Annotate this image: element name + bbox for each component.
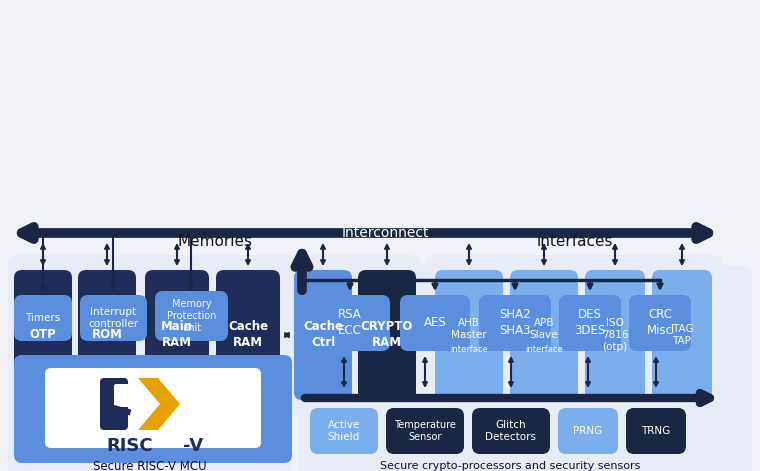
Text: Interconnect: Interconnect (341, 226, 429, 240)
Text: -V: -V (183, 437, 203, 455)
Text: Cache
RAM: Cache RAM (228, 320, 268, 349)
Text: AES: AES (423, 317, 446, 330)
FancyBboxPatch shape (114, 384, 132, 400)
FancyBboxPatch shape (8, 255, 422, 415)
FancyBboxPatch shape (80, 295, 147, 341)
Text: Interrupt
controller: Interrupt controller (88, 307, 138, 329)
Text: CRYPTO
RAM: CRYPTO RAM (361, 320, 413, 349)
Text: Memories: Memories (178, 235, 252, 250)
Text: RSA
ECC: RSA ECC (338, 309, 362, 338)
FancyBboxPatch shape (294, 270, 352, 400)
Text: CRC
Misc: CRC Misc (647, 309, 673, 338)
Text: JTAG
TAP: JTAG TAP (670, 324, 694, 346)
FancyBboxPatch shape (559, 295, 621, 351)
FancyBboxPatch shape (425, 255, 722, 415)
FancyBboxPatch shape (14, 270, 72, 400)
FancyBboxPatch shape (310, 295, 390, 351)
FancyBboxPatch shape (8, 265, 292, 471)
Text: interfaces: interfaces (537, 235, 613, 250)
FancyBboxPatch shape (310, 408, 378, 454)
Text: ROM: ROM (91, 328, 122, 341)
Text: Temperature
Sensor: Temperature Sensor (394, 420, 456, 442)
FancyBboxPatch shape (14, 295, 72, 341)
Text: SHA2
SHA3: SHA2 SHA3 (499, 309, 530, 338)
Text: PRNG: PRNG (573, 426, 603, 436)
FancyBboxPatch shape (14, 355, 292, 463)
Text: Glitch
Detectors: Glitch Detectors (486, 420, 537, 442)
FancyBboxPatch shape (45, 368, 261, 448)
Text: Secure RISC-V MCU: Secure RISC-V MCU (93, 460, 207, 471)
Text: Main
RAM: Main RAM (161, 320, 193, 349)
FancyBboxPatch shape (435, 270, 503, 400)
FancyBboxPatch shape (155, 291, 228, 341)
FancyBboxPatch shape (145, 270, 209, 400)
FancyBboxPatch shape (298, 265, 752, 471)
Text: Memory
Protection
unit: Memory Protection unit (166, 299, 217, 333)
Text: DES
3DES: DES 3DES (575, 309, 606, 338)
Polygon shape (138, 378, 180, 430)
Text: interface: interface (525, 344, 563, 354)
Text: Cache
Ctrl: Cache Ctrl (303, 320, 343, 349)
Bar (112, 405, 131, 415)
FancyBboxPatch shape (510, 270, 578, 400)
Text: Secure crypto-processors and security sensors: Secure crypto-processors and security se… (380, 461, 640, 471)
FancyBboxPatch shape (386, 408, 464, 454)
Text: Timers: Timers (25, 313, 61, 323)
FancyBboxPatch shape (629, 295, 691, 351)
FancyBboxPatch shape (652, 270, 712, 400)
FancyBboxPatch shape (585, 270, 645, 400)
FancyBboxPatch shape (216, 270, 280, 400)
Text: APB
Slave: APB Slave (530, 318, 559, 340)
FancyBboxPatch shape (100, 378, 128, 430)
FancyBboxPatch shape (479, 295, 551, 351)
Text: TRNG: TRNG (641, 426, 670, 436)
FancyBboxPatch shape (78, 270, 136, 400)
Text: AHB
Master: AHB Master (451, 318, 487, 340)
Text: Active
Shield: Active Shield (328, 420, 360, 442)
FancyBboxPatch shape (358, 270, 416, 400)
Text: ISO
7816
(otp): ISO 7816 (otp) (602, 317, 629, 352)
Text: interface: interface (450, 344, 488, 354)
FancyBboxPatch shape (400, 295, 470, 351)
FancyBboxPatch shape (472, 408, 550, 454)
FancyBboxPatch shape (558, 408, 618, 454)
Bar (114, 399, 130, 407)
Text: RISC: RISC (106, 437, 153, 455)
Text: OTP: OTP (30, 328, 56, 341)
FancyBboxPatch shape (626, 408, 686, 454)
